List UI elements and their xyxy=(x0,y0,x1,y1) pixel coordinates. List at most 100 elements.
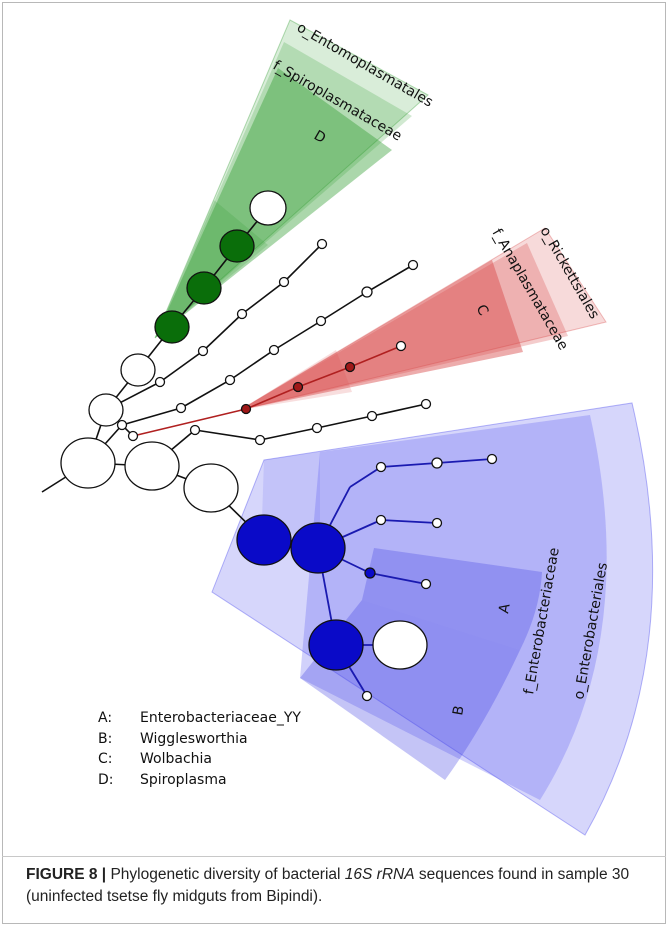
branch xyxy=(241,281,285,315)
order-rickettsiales-band xyxy=(239,227,607,411)
legend-row-c: C: Wolbachia xyxy=(98,749,301,770)
figure-label: FIGURE 8 | xyxy=(26,866,107,883)
leaf-node xyxy=(278,276,290,288)
caption-text: sequences found in sample 30 (uninfected… xyxy=(26,866,630,905)
node-blue xyxy=(236,514,292,566)
sector-c-inner-1 xyxy=(240,350,352,410)
order-entomoplasmatales-band xyxy=(154,19,429,339)
sector-a-wedge xyxy=(362,548,542,650)
blue-clade-wedges xyxy=(211,402,654,836)
leaf-node xyxy=(311,422,323,434)
node xyxy=(120,353,156,387)
leaf-node xyxy=(175,402,187,414)
node-root xyxy=(60,437,116,489)
branch xyxy=(259,427,318,441)
leaf-node xyxy=(315,315,327,327)
branch xyxy=(229,349,275,381)
leaf-node xyxy=(154,376,166,388)
legend-row-d: D: Spiroplasma xyxy=(98,770,301,791)
branch xyxy=(273,320,322,351)
red-clade-wedges xyxy=(239,227,607,411)
legend-key: D: xyxy=(98,771,114,788)
order-enterobacteriales-band xyxy=(211,402,654,836)
branch xyxy=(121,407,182,426)
label-sector-b: B xyxy=(450,704,467,716)
legend-row-b: B: Wigglesworthia xyxy=(98,729,301,750)
leaf-node xyxy=(486,453,498,465)
family-anaplasmataceae-band xyxy=(240,243,568,410)
caption-divider xyxy=(2,856,666,857)
branch-blue xyxy=(436,458,493,464)
node xyxy=(183,463,239,513)
family-spiroplasmataceae-band xyxy=(155,42,412,338)
node-red xyxy=(344,361,356,373)
label-sector-a: A xyxy=(496,602,513,615)
leaf-node xyxy=(127,430,139,442)
branch xyxy=(371,403,427,417)
leaf-node xyxy=(361,286,373,298)
branch-blue xyxy=(380,519,438,524)
leaf-node xyxy=(431,457,443,469)
figure-caption: FIGURE 8 | Phylogenetic diversity of bac… xyxy=(26,864,656,908)
branch-red xyxy=(132,408,247,437)
branch xyxy=(316,415,373,429)
leaf-node xyxy=(236,308,248,320)
leaf-node xyxy=(420,578,432,590)
node xyxy=(249,190,287,226)
branch xyxy=(194,429,261,441)
node-red xyxy=(292,381,304,393)
leaf-node xyxy=(361,690,373,702)
leaf-node xyxy=(395,340,407,352)
leaf-node xyxy=(375,461,387,473)
leaf-node xyxy=(407,259,419,271)
leaf-node xyxy=(254,434,266,446)
tree-nodes xyxy=(60,190,498,702)
leaf-node xyxy=(366,410,378,422)
legend: A: Enterobacteriaceae_YY B: Wigglesworthia… xyxy=(98,708,301,790)
sector-c-wedge xyxy=(240,260,523,410)
leaf-node xyxy=(224,374,236,386)
branch-red xyxy=(297,366,351,388)
legend-row-a: A: Enterobacteriaceae_YY xyxy=(98,708,301,729)
node-green xyxy=(219,229,255,263)
leaf-node xyxy=(431,517,443,529)
branch xyxy=(159,350,204,383)
legend-value: Wolbachia xyxy=(140,751,212,767)
node xyxy=(88,393,124,427)
leaf-node xyxy=(316,238,328,250)
node-green xyxy=(154,310,190,344)
branch-blue xyxy=(349,466,382,488)
legend-value: Enterobacteriaceae_YY xyxy=(140,710,301,726)
leaf-node xyxy=(375,514,387,526)
branch-blue xyxy=(369,572,427,585)
node-green xyxy=(186,271,222,305)
leaf-node xyxy=(189,424,201,436)
node-blue xyxy=(290,522,346,574)
node-blue-small xyxy=(364,567,376,579)
green-clade-wedges xyxy=(154,19,429,339)
branch xyxy=(283,243,323,283)
leaf-node xyxy=(420,398,432,410)
family-enterobacteriaceae-band xyxy=(300,415,607,800)
branch-blue xyxy=(380,462,438,468)
legend-key: C: xyxy=(98,751,113,767)
legend-value: Wigglesworthia xyxy=(140,730,248,747)
phylogenetic-tree: o_Entomoplasmatales f_Spiroplasmataceae … xyxy=(41,19,654,836)
legend-key: A: xyxy=(98,710,113,726)
branch-red xyxy=(245,386,299,410)
leaf-node xyxy=(116,419,128,431)
leaf-node xyxy=(197,345,209,357)
legend-key: B: xyxy=(98,730,113,747)
caption-italic: 16S rRNA xyxy=(344,866,415,883)
node xyxy=(372,620,428,670)
leaf-node xyxy=(268,344,280,356)
branch xyxy=(202,313,243,352)
node-blue xyxy=(308,619,364,671)
legend-value: Spiroplasma xyxy=(140,771,227,788)
node xyxy=(124,441,180,491)
node-red xyxy=(240,403,252,415)
branch xyxy=(180,379,231,409)
branch-red xyxy=(349,345,402,368)
caption-text: Phylogenetic diversity of bacterial xyxy=(106,866,345,883)
branch xyxy=(320,291,368,322)
